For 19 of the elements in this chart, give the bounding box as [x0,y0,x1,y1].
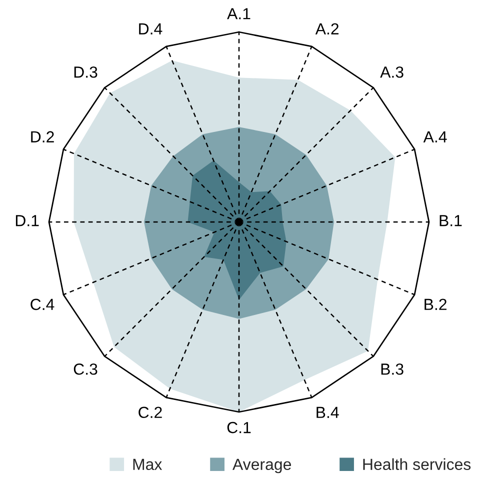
legend-label: Health services [363,458,471,470]
spoke-label: D.1 [16,215,39,226]
spoke-label: B.2 [424,298,446,310]
spoke-label: D.4 [139,23,162,34]
spoke-label: C.2 [138,406,162,418]
spoke-label: A.4 [423,131,447,142]
spoke-label: B.1 [440,215,462,226]
spoke-label: A.1 [227,8,250,20]
spoke-label: B.4 [316,406,339,418]
spoke-label: A.2 [315,23,339,34]
spoke-label: D.2 [31,131,54,142]
spoke-label: D.3 [74,66,98,78]
legend-label: Max [133,458,162,470]
legend-label: Average [232,458,291,474]
spoke-label: C.4 [30,298,54,310]
spoke-label: C.3 [74,363,98,375]
spoke-label: B.3 [381,363,404,375]
spoke-label: A.3 [380,66,404,78]
spoke-label: C.1 [227,422,251,434]
